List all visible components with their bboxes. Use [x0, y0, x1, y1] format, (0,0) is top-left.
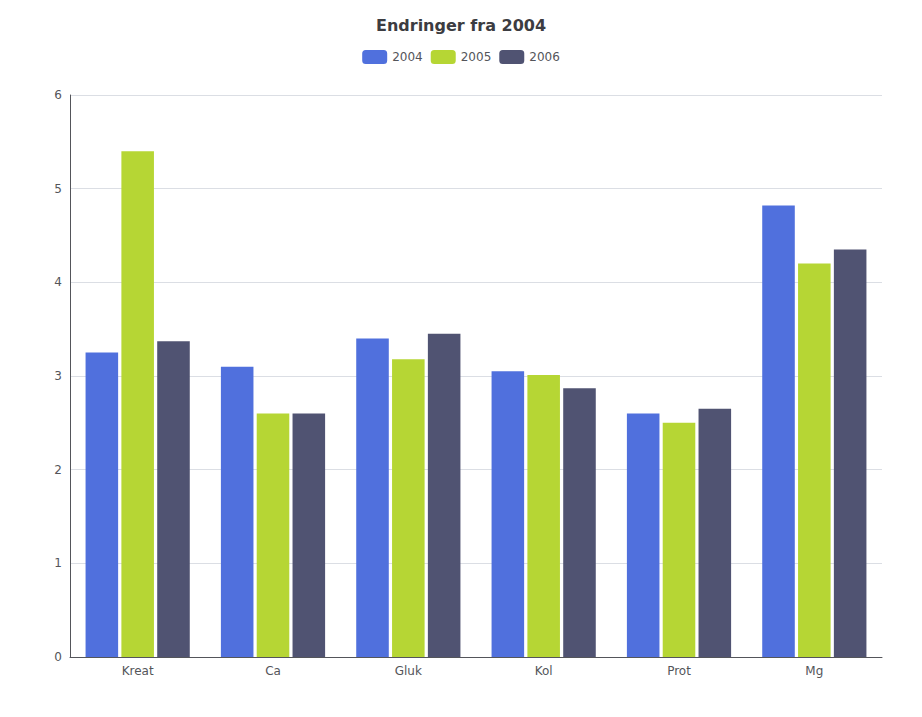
svg-text:Prot: Prot [667, 664, 691, 678]
svg-text:2004: 2004 [392, 50, 423, 64]
svg-text:2005: 2005 [461, 50, 492, 64]
svg-text:5: 5 [54, 182, 62, 196]
svg-text:2: 2 [54, 463, 62, 477]
svg-text:1: 1 [54, 556, 62, 570]
svg-text:0: 0 [54, 650, 62, 664]
svg-text:Kreat: Kreat [122, 664, 154, 678]
svg-text:6: 6 [54, 88, 62, 102]
svg-text:4: 4 [54, 275, 62, 289]
svg-text:Gluk: Gluk [395, 664, 422, 678]
svg-text:Endringer fra 2004: Endringer fra 2004 [376, 16, 546, 35]
svg-text:Mg: Mg [805, 664, 823, 678]
svg-text:Kol: Kol [535, 664, 553, 678]
svg-text:Ca: Ca [265, 664, 281, 678]
svg-text:2006: 2006 [529, 50, 560, 64]
svg-text:3: 3 [54, 369, 62, 383]
